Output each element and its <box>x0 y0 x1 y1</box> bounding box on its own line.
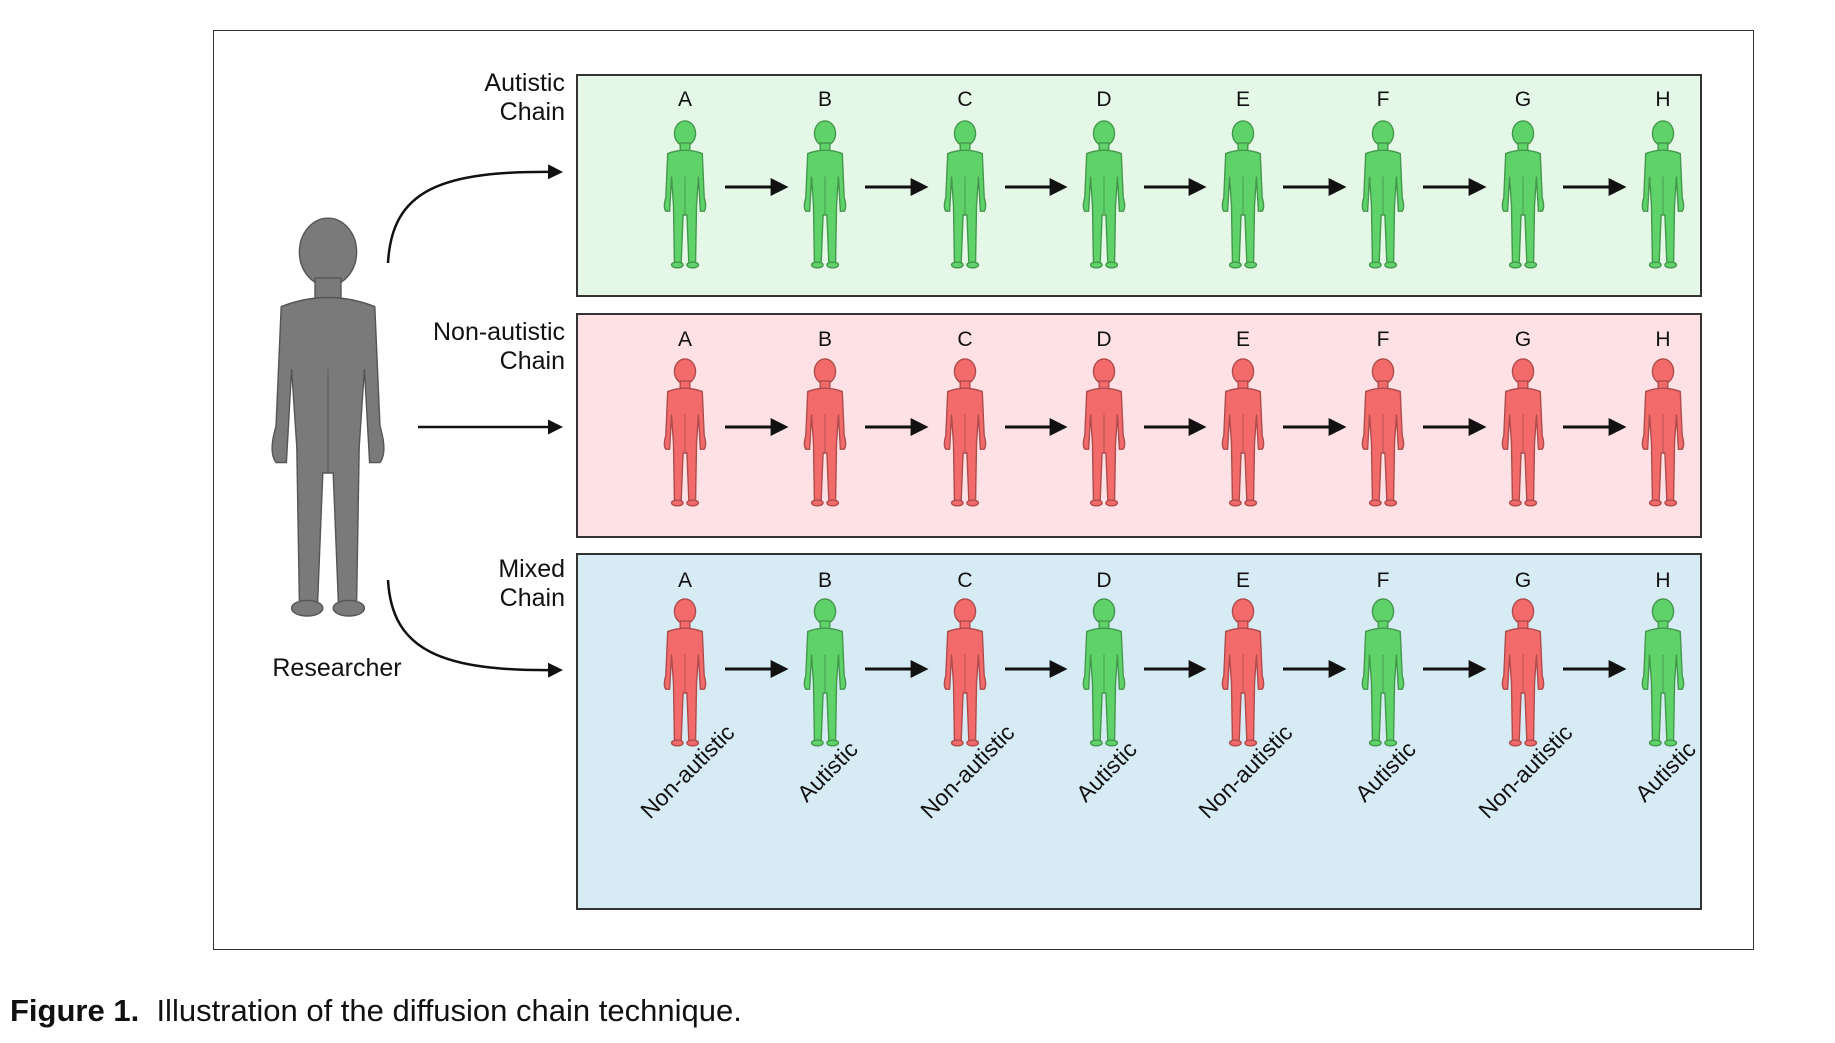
mixed-chain-label-line2: Chain <box>500 584 565 612</box>
position-letter: F <box>1377 569 1390 592</box>
non-autistic-chain-label-line1: Non-autistic <box>433 318 565 346</box>
participant-figure-non-autistic <box>1641 358 1685 507</box>
position-letter: H <box>1655 88 1670 111</box>
participant-figure-autistic <box>803 598 847 747</box>
participant-figure-non-autistic <box>663 358 707 507</box>
participant-figure-non-autistic <box>803 358 847 507</box>
position-letter: D <box>1096 569 1111 592</box>
participant-figure-non-autistic <box>1082 358 1126 507</box>
position-letter: D <box>1096 328 1111 351</box>
participant-figure-autistic <box>1082 598 1126 747</box>
participant-figure-non-autistic <box>663 598 707 747</box>
position-letter: E <box>1236 88 1250 111</box>
participant-figure-autistic <box>1361 120 1405 269</box>
participant-figure-autistic <box>1501 120 1545 269</box>
position-letter: G <box>1515 569 1531 592</box>
participant-figure-non-autistic <box>1501 598 1545 747</box>
figure-caption: Figure 1. Illustration of the diffusion … <box>10 993 742 1029</box>
position-letter: C <box>957 88 972 111</box>
chain-0: A B C D E F G H <box>663 88 1685 269</box>
position-letter: G <box>1515 88 1531 111</box>
position-letter: B <box>818 328 832 351</box>
researcher-figure <box>271 217 385 617</box>
position-letter: D <box>1096 88 1111 111</box>
participant-figure-autistic <box>1641 598 1685 747</box>
participant-figure-autistic <box>1361 598 1405 747</box>
researcher-label: Researcher <box>272 654 401 682</box>
position-letter: A <box>678 569 692 592</box>
position-letter: H <box>1655 569 1670 592</box>
position-letter: B <box>818 569 832 592</box>
participant-figure-autistic <box>1641 120 1685 269</box>
participant-figure-autistic <box>663 120 707 269</box>
participant-figure-non-autistic <box>1221 598 1265 747</box>
participant-figure-autistic <box>803 120 847 269</box>
position-letter: G <box>1515 328 1531 351</box>
participant-figure-non-autistic <box>1361 358 1405 507</box>
participant-figure-non-autistic <box>943 358 987 507</box>
position-letter: E <box>1236 328 1250 351</box>
non-autistic-chain-label-line2: Chain <box>500 347 565 375</box>
position-letter: B <box>818 88 832 111</box>
position-letter: F <box>1377 88 1390 111</box>
position-letter: E <box>1236 569 1250 592</box>
position-letter: F <box>1377 328 1390 351</box>
participant-figure-autistic <box>943 120 987 269</box>
researcher-to-mixed-chain-arrow <box>386 579 563 678</box>
autistic-chain-label-line2: Chain <box>500 98 565 126</box>
position-letter: C <box>957 328 972 351</box>
chain-1: A B C D E F G H <box>663 328 1685 507</box>
position-letter: C <box>957 569 972 592</box>
researcher <box>271 217 385 617</box>
figure-caption-label: Figure 1. <box>10 993 140 1028</box>
participant-figure-non-autistic <box>1501 358 1545 507</box>
figure-frame <box>213 30 1754 950</box>
participant-figure-autistic <box>1082 120 1126 269</box>
researcher-to-autistic-chain-arrow <box>386 164 563 264</box>
mixed-chain-label-line1: Mixed <box>498 555 565 583</box>
participant-figure-autistic <box>1221 120 1265 269</box>
position-letter: A <box>678 328 692 351</box>
position-letter: H <box>1655 328 1670 351</box>
autistic-chain-label-line1: Autistic <box>484 69 565 97</box>
position-letter: A <box>678 88 692 111</box>
diffusion-chain-diagram: Researcher Autistic Chain Non-autistic C… <box>271 69 1702 910</box>
participant-figure-non-autistic <box>1221 358 1265 507</box>
participant-figure-non-autistic <box>943 598 987 747</box>
figure-caption-text: Illustration of the diffusion chain tech… <box>156 993 742 1028</box>
